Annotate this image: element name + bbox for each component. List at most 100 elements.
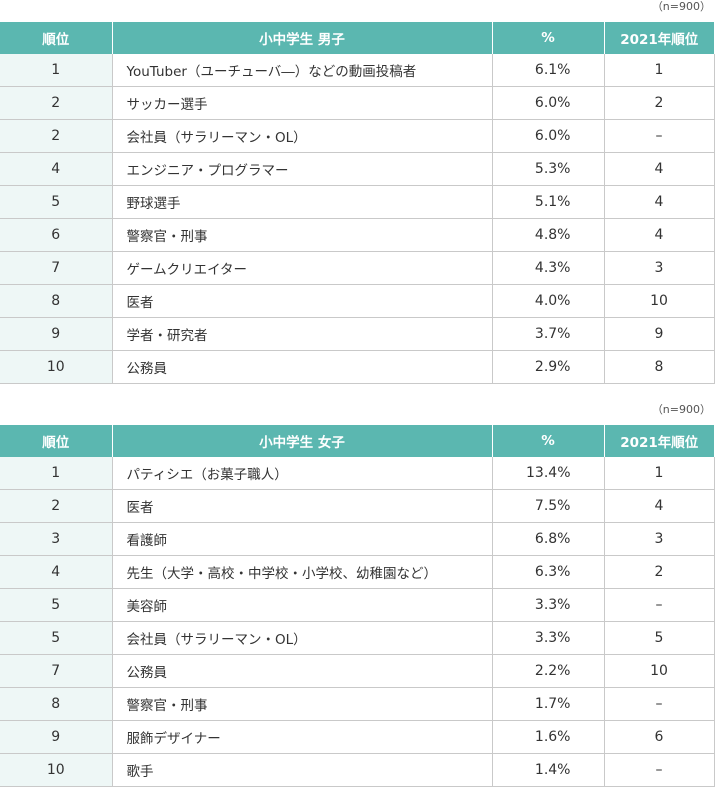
- rank-cell: 6: [0, 218, 112, 252]
- table-row: 2 会社員（サラリーマン・OL） 6.0% –: [0, 119, 715, 153]
- rank-cell: 2: [0, 86, 112, 120]
- job-cell: YouTuber（ユーチューバ―）などの動画投稿者: [111, 54, 492, 87]
- prev-rank-cell: 1: [603, 457, 715, 490]
- job-cell: 公務員: [111, 350, 492, 384]
- header-prev-rank: 2021年順位: [603, 22, 714, 54]
- sample-size-note: （n=900）: [651, 403, 711, 416]
- job-cell: 美容師: [111, 588, 492, 622]
- table-row: 7 ゲームクリエイター 4.3% 3: [0, 251, 715, 285]
- job-cell: 看護師: [111, 522, 492, 556]
- table-row: 10 歌手 1.4% –: [0, 753, 715, 787]
- prev-rank-cell: 4: [603, 152, 715, 186]
- percent-cell: 4.0%: [491, 284, 604, 318]
- rank-cell: 3: [0, 522, 112, 556]
- job-cell: 会社員（サラリーマン・OL）: [111, 119, 492, 153]
- percent-cell: 3.3%: [491, 588, 604, 622]
- percent-cell: 5.1%: [491, 185, 604, 219]
- rank-cell: 4: [0, 152, 112, 186]
- header-rank: 順位: [0, 425, 112, 457]
- rank-cell: 5: [0, 621, 112, 655]
- table-row: 4 先生（大学・高校・中学校・小学校、幼稚園など） 6.3% 2: [0, 555, 715, 589]
- table-row: 2 医者 7.5% 4: [0, 489, 715, 523]
- table-row: 1 パティシエ（お菓子職人） 13.4% 1: [0, 457, 715, 490]
- rank-cell: 4: [0, 555, 112, 589]
- table-row: 9 服飾デザイナー 1.6% 6: [0, 720, 715, 754]
- percent-cell: 4.3%: [491, 251, 604, 285]
- prev-rank-cell: 10: [603, 284, 715, 318]
- header-job: 小中学生 男子: [111, 22, 492, 54]
- prev-rank-cell: 6: [603, 720, 715, 754]
- prev-rank-cell: 3: [603, 251, 715, 285]
- girls-ranking-table: 順位 小中学生 女子 % 2021年順位 1 パティシエ（お菓子職人） 13.4…: [0, 425, 715, 787]
- rank-cell: 7: [0, 654, 112, 688]
- rank-cell: 5: [0, 588, 112, 622]
- job-cell: 医者: [111, 489, 492, 523]
- rank-cell: 1: [0, 54, 112, 87]
- prev-rank-cell: 4: [603, 489, 715, 523]
- prev-rank-cell: 10: [603, 654, 715, 688]
- girls-ranking-section: （n=900） 順位 小中学生 女子 % 2021年順位 1 パティシエ（お菓子…: [0, 403, 715, 787]
- table-row: 10 公務員 2.9% 8: [0, 350, 715, 384]
- table-row: 7 公務員 2.2% 10: [0, 654, 715, 688]
- percent-cell: 1.6%: [491, 720, 604, 754]
- prev-rank-cell: 8: [603, 350, 715, 384]
- job-cell: 先生（大学・高校・中学校・小学校、幼稚園など）: [111, 555, 492, 589]
- table-row: 1 YouTuber（ユーチューバ―）などの動画投稿者 6.1% 1: [0, 54, 715, 87]
- job-cell: サッカー選手: [111, 86, 492, 120]
- rank-cell: 8: [0, 284, 112, 318]
- table-row: 5 野球選手 5.1% 4: [0, 185, 715, 219]
- table-row: 8 警察官・刑事 1.7% –: [0, 687, 715, 721]
- prev-rank-cell: 1: [603, 54, 715, 87]
- header-prev-rank: 2021年順位: [603, 425, 714, 457]
- table-row: 4 エンジニア・プログラマー 5.3% 4: [0, 152, 715, 186]
- prev-rank-cell: 4: [603, 218, 715, 252]
- job-cell: 公務員: [111, 654, 492, 688]
- prev-rank-cell: 9: [603, 317, 715, 351]
- rank-cell: 10: [0, 350, 112, 384]
- job-cell: 服飾デザイナー: [111, 720, 492, 754]
- rank-cell: 2: [0, 489, 112, 523]
- percent-cell: 6.1%: [491, 54, 604, 87]
- prev-rank-cell: 2: [603, 86, 715, 120]
- rank-cell: 8: [0, 687, 112, 721]
- prev-rank-cell: –: [603, 753, 715, 787]
- rank-cell: 9: [0, 720, 112, 754]
- sample-size-note: （n=900）: [651, 0, 711, 13]
- job-cell: ゲームクリエイター: [111, 251, 492, 285]
- rank-cell: 5: [0, 185, 112, 219]
- prev-rank-cell: 2: [603, 555, 715, 589]
- prev-rank-cell: –: [603, 119, 715, 153]
- table-row: 5 美容師 3.3% –: [0, 588, 715, 622]
- percent-cell: 2.2%: [491, 654, 604, 688]
- percent-cell: 3.3%: [491, 621, 604, 655]
- percent-cell: 3.7%: [491, 317, 604, 351]
- table-row: 2 サッカー選手 6.0% 2: [0, 86, 715, 120]
- boys-ranking-table: 順位 小中学生 男子 % 2021年順位 1 YouTuber（ユーチューバ―）…: [0, 22, 715, 384]
- prev-rank-cell: 4: [603, 185, 715, 219]
- job-cell: 歌手: [111, 753, 492, 787]
- percent-cell: 1.4%: [491, 753, 604, 787]
- percent-cell: 1.7%: [491, 687, 604, 721]
- table-row: 8 医者 4.0% 10: [0, 284, 715, 318]
- percent-cell: 6.3%: [491, 555, 604, 589]
- job-cell: 会社員（サラリーマン・OL）: [111, 621, 492, 655]
- rank-cell: 2: [0, 119, 112, 153]
- prev-rank-cell: –: [603, 588, 715, 622]
- job-cell: 医者: [111, 284, 492, 318]
- rank-cell: 9: [0, 317, 112, 351]
- boys-ranking-section: （n=900） 順位 小中学生 男子 % 2021年順位 1 YouTuber（…: [0, 0, 715, 384]
- table-header-row: 順位 小中学生 男子 % 2021年順位: [0, 22, 714, 54]
- header-rank: 順位: [0, 22, 112, 54]
- header-percent: %: [491, 425, 604, 457]
- job-cell: エンジニア・プログラマー: [111, 152, 492, 186]
- rank-cell: 7: [0, 251, 112, 285]
- header-percent: %: [491, 22, 604, 54]
- prev-rank-cell: –: [603, 687, 715, 721]
- job-cell: 警察官・刑事: [111, 218, 492, 252]
- table-row: 5 会社員（サラリーマン・OL） 3.3% 5: [0, 621, 715, 655]
- table-row: 3 看護師 6.8% 3: [0, 522, 715, 556]
- prev-rank-cell: 5: [603, 621, 715, 655]
- header-job: 小中学生 女子: [111, 425, 492, 457]
- table-row: 6 警察官・刑事 4.8% 4: [0, 218, 715, 252]
- percent-cell: 5.3%: [491, 152, 604, 186]
